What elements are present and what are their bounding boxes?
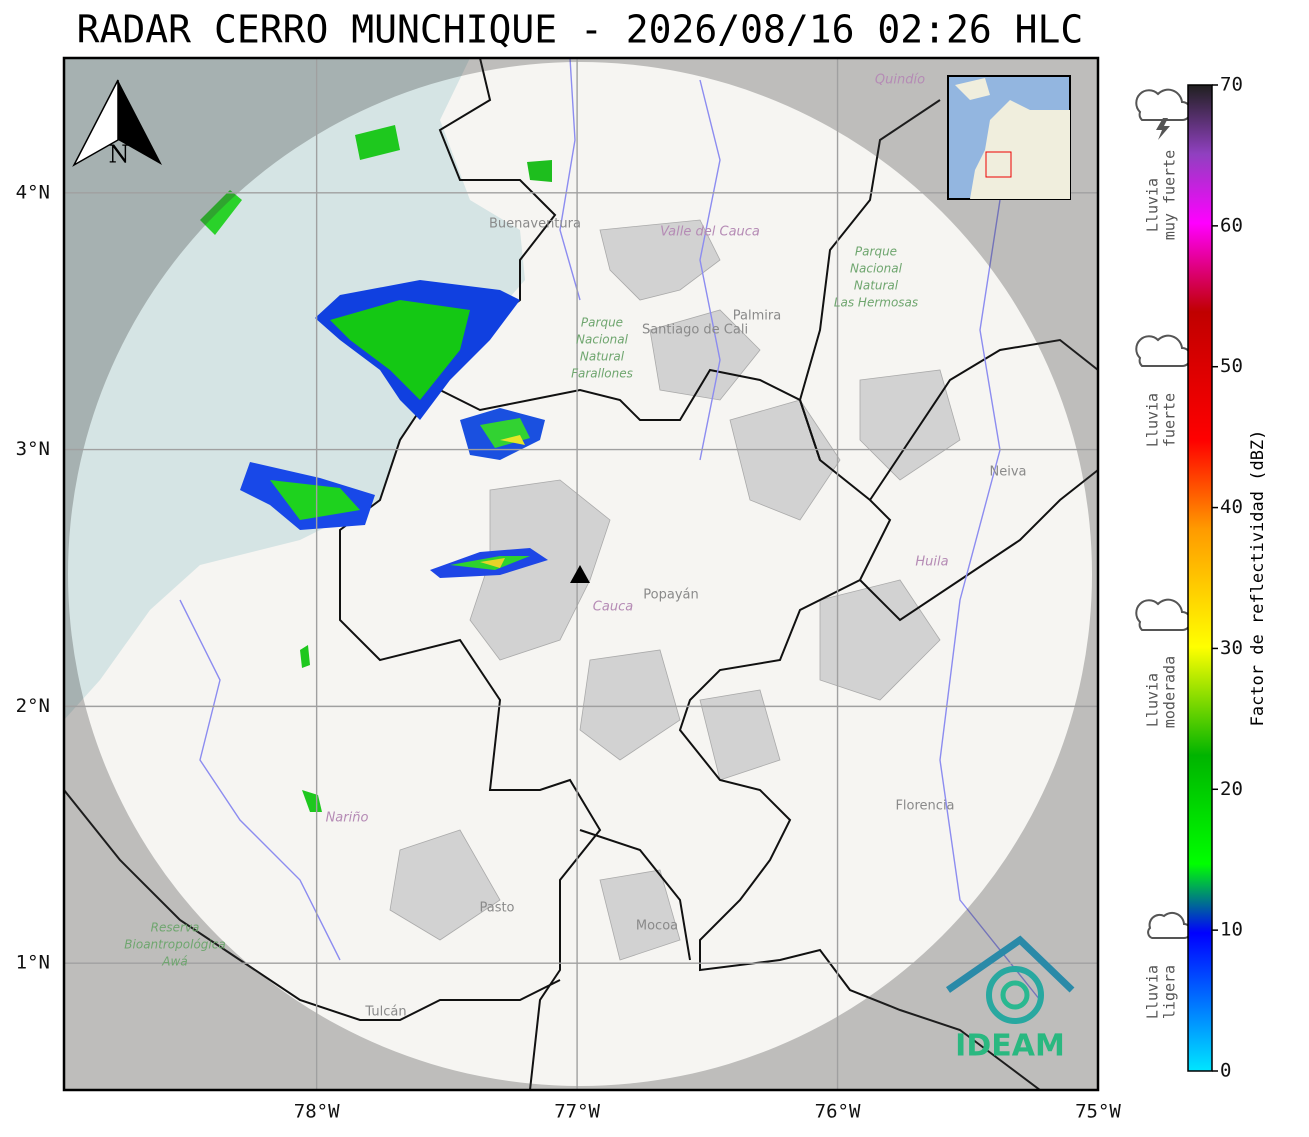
colorbar-tick-label: 60 (1220, 214, 1243, 236)
place-label: Huila (915, 555, 948, 570)
rain-label: Lluvia (1144, 393, 1162, 447)
x-tick-label: 77°W (554, 1101, 600, 1123)
colorbar-tick-label: 50 (1220, 355, 1243, 377)
place-label: Mocoa (636, 919, 678, 934)
place-label: Florencia (895, 799, 954, 814)
rain-label: muy fuerte (1161, 150, 1179, 240)
park-label: Nacional (576, 333, 629, 347)
rain-label: Lluvia (1144, 178, 1162, 232)
colorbar-tick-label: 20 (1220, 778, 1243, 800)
title: RADAR CERRO MUNCHIQUE - 2026/08/16 02:26… (77, 8, 1084, 52)
rain-label: Lluvia (1144, 673, 1162, 727)
place-label: Cauca (593, 600, 633, 615)
x-tick-label: 75°W (1075, 1101, 1121, 1123)
park-label: Awá (161, 955, 187, 969)
y-tick-label: 4°N (16, 181, 50, 203)
place-label: Popayán (643, 588, 698, 603)
ocean (64, 58, 525, 720)
y-tick-label: 3°N (16, 438, 50, 460)
place-label: Nariño (326, 811, 369, 826)
park-label: Bioantropológica (124, 938, 225, 952)
borders (64, 58, 1098, 1090)
axes: 78°W 77°W 76°W 75°W 1°N 2°N 3°N 4°N (16, 181, 1122, 1122)
park-label: Natural (580, 350, 625, 364)
place-label: Valle del Cauca (660, 225, 760, 240)
place-label: Pasto (479, 901, 514, 916)
colorbar (1187, 84, 1213, 1072)
colorbar-tick-label: 0 (1220, 1060, 1231, 1082)
logo-text: IDEAM (955, 1029, 1065, 1064)
rain-label: moderada (1161, 656, 1179, 728)
park-label: Farallones (571, 367, 633, 381)
radar-echoes (200, 125, 552, 812)
x-tick-label: 76°W (815, 1101, 861, 1123)
colorbar-tick-label: 10 (1220, 919, 1243, 941)
map-frame (62, 56, 1100, 1092)
park-label: Natural (854, 279, 899, 293)
y-tick-label: 2°N (16, 695, 50, 717)
rain-legend: Lluvia muy fuerte Lluvia fuerte Lluvia m… (1135, 88, 1192, 1019)
colorbar-ticks: 0 10 20 30 40 50 60 70 (1212, 74, 1243, 1082)
colorbar-tick-label: 40 (1220, 496, 1243, 518)
place-label: Tulcán (364, 1005, 406, 1020)
y-tick-label: 1°N (16, 952, 50, 974)
park-label: Parque (855, 245, 897, 259)
place-label: Palmira (733, 309, 781, 324)
place-label: Buenaventura (489, 217, 581, 232)
logo: IDEAM (946, 935, 1075, 1064)
x-tick-label: 78°W (294, 1101, 340, 1123)
place-label: Santiago de Cali (642, 323, 748, 338)
north-label: N (109, 141, 130, 169)
inset-map (947, 75, 1071, 200)
place-label: Neiva (990, 465, 1027, 480)
rain-label: Lluvia (1144, 965, 1162, 1019)
colorbar-label: Factor de reflectividad (dBZ) (1248, 430, 1268, 727)
rain-label: ligera (1161, 965, 1179, 1019)
terrain-areas (389, 219, 961, 961)
colorbar-tick-label: 70 (1220, 74, 1243, 96)
colorbar-tick-label: 30 (1220, 637, 1243, 659)
park-label: Parque (581, 316, 623, 330)
rivers (179, 58, 1041, 1001)
park-label: Nacional (850, 262, 903, 276)
rain-label: fuerte (1161, 393, 1179, 447)
park-label: Las Hermosas (834, 296, 918, 310)
north-arrow: N (72, 79, 162, 169)
radar-site (570, 565, 590, 583)
park-label: Reserva (151, 921, 200, 935)
place-label: Quindío (875, 73, 925, 88)
